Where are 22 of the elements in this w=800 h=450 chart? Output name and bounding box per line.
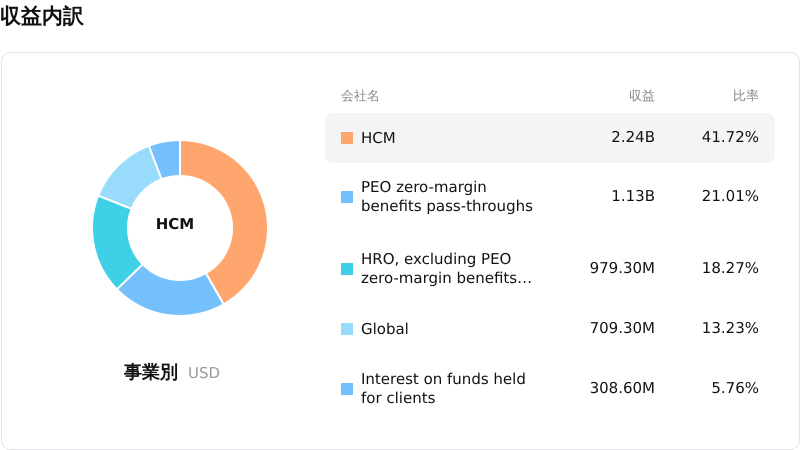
data-label: 5.76% [711,379,759,397]
text: 収益 [628,88,655,105]
text: 比率 [732,88,759,105]
text: 1.13B [611,187,655,205]
data-label: 18.27% [702,259,759,277]
legend-label: PEO zero-margin benefits pass-throughs [361,178,534,216]
legend-label: HRO, excluding PEO zero-margin benefits… [361,250,534,288]
legend-label: Global [361,320,409,338]
text: 308.60M [590,379,655,397]
chart-title: 収益内訳 [0,3,84,30]
category-label: HCM [156,215,194,233]
text: 事業別 [124,362,178,383]
text: USD [188,364,220,382]
data-label: 13.23% [702,319,759,337]
data-label: 41.72% [702,128,759,146]
text: 会社名 [341,88,380,105]
legend-label: Interest on funds held for clients [361,370,527,408]
text: 979.30M [590,259,655,277]
legend-label: HCM [361,128,396,148]
data-label: 21.01% [702,187,759,205]
text: 2.24B [611,128,655,146]
text: 709.30M [590,319,655,337]
